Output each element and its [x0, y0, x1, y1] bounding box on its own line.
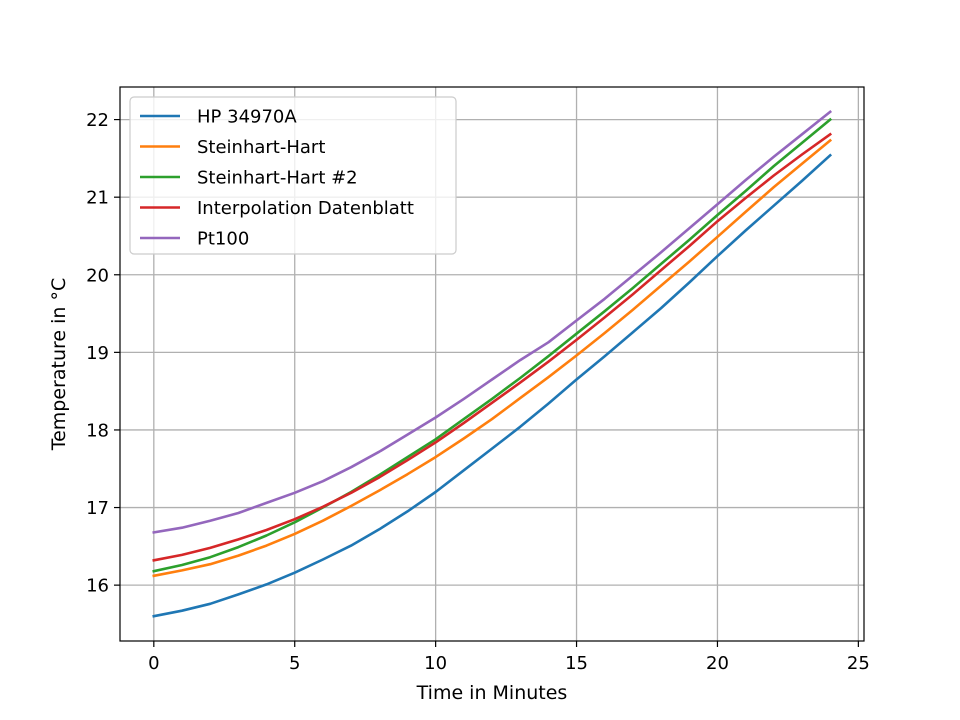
legend-label: Interpolation Datenblatt [197, 198, 414, 219]
legend: HP 34970A Steinhart-Hart Steinhart-Hart #2… [129, 96, 457, 255]
legend-box [129, 96, 457, 255]
series-line-3 [152, 132, 833, 562]
y-tick-label: 19 [86, 343, 109, 364]
x-tick-label: 5 [289, 653, 300, 674]
series-line-0 [152, 153, 833, 618]
legend-label: HP 34970A [197, 107, 297, 128]
y-tick-label: 16 [86, 576, 109, 597]
plot-area-frame [119, 86, 865, 642]
series-lines [152, 109, 833, 618]
legend-label: Steinhart-Hart #2 [197, 168, 358, 189]
x-tick-label: 20 [706, 653, 729, 674]
x-tick-label: 25 [847, 653, 870, 674]
y-tick-label: 22 [86, 110, 109, 131]
x-tick-label: 10 [424, 653, 447, 674]
y-tick-label: 18 [86, 420, 109, 441]
legend-label: Steinhart-Hart [197, 137, 325, 158]
x-tick-label: 0 [148, 653, 159, 674]
series-line-1 [152, 138, 833, 578]
y-axis-label: Temperature in °C [48, 278, 70, 452]
series-line-4 [152, 109, 833, 534]
y-tick-label: 20 [86, 265, 109, 286]
axis-ticks: 0 5 10 15 20 25 16 17 18 19 20 21 22 [86, 110, 870, 674]
x-tick-label: 15 [565, 653, 588, 674]
series-line-2 [152, 117, 833, 573]
y-tick-label: 21 [86, 188, 109, 209]
x-axis-label: Time in Minutes [416, 682, 568, 704]
y-tick-label: 17 [86, 498, 109, 519]
legend-label: Pt100 [197, 229, 249, 250]
